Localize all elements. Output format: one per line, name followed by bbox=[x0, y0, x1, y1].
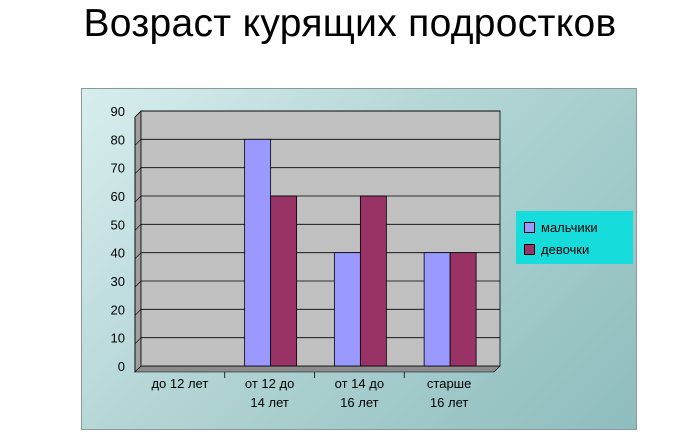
y-tick-label: 60 bbox=[111, 189, 125, 204]
plot-side-wall bbox=[134, 110, 142, 373]
gridline-side bbox=[134, 337, 142, 344]
y-tick-label: 30 bbox=[111, 274, 125, 289]
legend-swatch-boys bbox=[524, 221, 535, 233]
x-tick-label: от 14 до bbox=[335, 376, 384, 391]
gridline-side bbox=[134, 139, 142, 146]
y-tick-label: 70 bbox=[111, 161, 125, 176]
x-tick-label: 16 лет bbox=[430, 395, 468, 410]
x-tick-label: 14 лет bbox=[250, 395, 288, 410]
y-tick-label: 10 bbox=[111, 331, 125, 346]
gridline-side bbox=[134, 252, 142, 259]
x-tick-label: 16 лет bbox=[340, 395, 378, 410]
bar-girls bbox=[449, 252, 477, 367]
x-tick-label: до 12 лет bbox=[151, 376, 208, 391]
legend-label-boys: мальчики bbox=[541, 219, 598, 235]
bar-girls bbox=[270, 195, 298, 367]
y-tick-label: 20 bbox=[111, 302, 125, 317]
chart-title: Возраст курящих подростков bbox=[83, 2, 617, 45]
x-tick-label: от 12 до bbox=[245, 376, 294, 391]
y-tick-label: 90 bbox=[111, 104, 125, 119]
y-tick-label: 50 bbox=[111, 217, 125, 232]
y-tick-label: 40 bbox=[111, 246, 125, 261]
plot-area: 0 10 20 30 40 50 60 70 80 90 до 12 лет от 12 до 14 л… bbox=[111, 104, 501, 410]
legend-label-girls: девочки bbox=[541, 241, 590, 257]
legend-item-girls: девочки bbox=[524, 238, 633, 260]
x-tick-label: старше bbox=[427, 376, 471, 391]
plot-floor bbox=[134, 365, 501, 373]
gridline-side bbox=[134, 280, 142, 288]
bar-boys bbox=[333, 252, 361, 367]
gridline-side bbox=[134, 224, 142, 231]
gridline-side bbox=[134, 110, 142, 118]
legend-item-boys: мальчики bbox=[524, 216, 633, 238]
y-tick-label: 80 bbox=[111, 132, 125, 147]
y-tick-label: 0 bbox=[118, 359, 125, 374]
bar-girls bbox=[359, 195, 387, 367]
gridline-side bbox=[134, 309, 142, 316]
chart-legend: мальчики девочки bbox=[516, 211, 633, 264]
bar-boys bbox=[423, 252, 451, 367]
gridline-side bbox=[134, 167, 142, 174]
bar-boys bbox=[244, 138, 272, 367]
gridline-side bbox=[134, 195, 142, 203]
legend-swatch-girls bbox=[524, 243, 535, 255]
